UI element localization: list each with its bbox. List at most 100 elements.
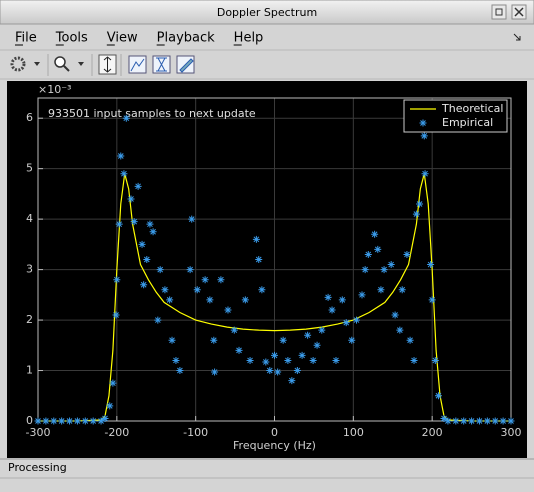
empirical-point xyxy=(293,367,301,375)
annotation: 933501 input samples to next update xyxy=(48,107,256,120)
empirical-point xyxy=(115,220,123,228)
empirical-point xyxy=(421,170,429,178)
empirical-point xyxy=(284,356,292,364)
empirical-point xyxy=(406,336,414,344)
legend-swatch xyxy=(419,119,427,127)
y-tick-label: 6 xyxy=(26,111,33,124)
empirical-point xyxy=(217,276,225,284)
x-tick-label: -300 xyxy=(26,426,51,439)
empirical-point xyxy=(143,256,151,263)
menu-item[interactable]: View xyxy=(107,31,138,46)
peak-finder-icon xyxy=(130,58,145,72)
maximize-icon xyxy=(495,8,503,16)
status-text: Processing xyxy=(8,461,67,474)
empirical-point xyxy=(274,368,282,376)
empirical-point xyxy=(112,311,120,319)
empirical-point xyxy=(58,417,66,425)
empirical-point xyxy=(130,218,138,226)
autoscale-icon xyxy=(103,56,112,73)
empirical-point xyxy=(146,220,154,228)
empirical-point xyxy=(288,377,296,385)
empirical-point xyxy=(235,346,243,354)
empirical-point xyxy=(117,152,125,160)
measure-icon xyxy=(179,58,194,73)
toolbar xyxy=(10,54,195,76)
empirical-point xyxy=(271,351,278,359)
empirical-point xyxy=(42,417,50,425)
empirical-point xyxy=(168,336,176,344)
empirical-point xyxy=(358,291,366,299)
dock-icon[interactable] xyxy=(513,33,521,41)
empirical-point xyxy=(149,228,157,236)
empirical-point xyxy=(34,417,42,425)
empirical-point xyxy=(387,261,395,269)
empirical-point xyxy=(279,336,287,344)
empirical-point xyxy=(206,296,214,304)
dropdown-arrow[interactable] xyxy=(78,62,84,66)
y-tick-label: 0 xyxy=(26,414,33,427)
dropdown-arrow[interactable] xyxy=(34,62,40,66)
empirical-point xyxy=(499,417,507,425)
menu-item[interactable]: Help xyxy=(234,31,264,46)
theoretical-line xyxy=(38,173,511,422)
empirical-point xyxy=(434,392,442,400)
empirical-point xyxy=(420,132,428,140)
empirical-point xyxy=(374,245,382,253)
empirical-point xyxy=(266,367,274,375)
menu-item[interactable]: File xyxy=(15,31,37,46)
empirical-point xyxy=(241,296,249,304)
empirical-point xyxy=(324,293,332,301)
empirical-point xyxy=(101,414,109,422)
empirical-point xyxy=(230,326,238,334)
menu-item[interactable]: Tools xyxy=(55,31,88,46)
empirical-point xyxy=(176,367,184,375)
empirical-point xyxy=(444,417,452,425)
empirical-point xyxy=(140,281,148,289)
x-tick-label: -200 xyxy=(104,426,129,439)
empirical-point xyxy=(309,356,317,364)
empirical-point xyxy=(410,356,418,364)
zoom-button[interactable] xyxy=(54,56,66,68)
y-tick-label: 5 xyxy=(26,162,33,175)
empirical-point xyxy=(161,286,169,294)
empirical-point xyxy=(491,417,499,425)
empirical-point xyxy=(201,276,209,284)
empirical-point xyxy=(416,200,424,208)
empirical-point xyxy=(81,417,89,425)
empirical-point xyxy=(391,311,399,319)
empirical-point xyxy=(412,210,420,218)
empirical-point xyxy=(427,261,435,269)
empirical-point xyxy=(262,358,270,366)
empirical-point xyxy=(371,230,379,238)
empirical-point xyxy=(188,215,196,223)
empirical-point xyxy=(138,240,146,248)
empirical-point xyxy=(113,276,121,284)
empirical-point xyxy=(210,336,218,344)
empirical-point xyxy=(364,250,372,258)
x-tick-label: 300 xyxy=(501,426,522,439)
empirical-point xyxy=(89,417,97,425)
empirical-point xyxy=(475,417,483,425)
plot: 0 1 2 3 4 5 6 -300 -200 -100 0 100 200 300 Frequency (… xyxy=(26,83,522,452)
empirical-point xyxy=(211,368,219,376)
maximize-button[interactable] xyxy=(491,4,507,20)
menu-item[interactable]: Playback xyxy=(157,31,215,46)
empirical-point xyxy=(246,356,254,364)
empirical-point xyxy=(483,417,491,425)
axes-box xyxy=(37,97,512,422)
empirical-point xyxy=(468,417,476,425)
empirical-point xyxy=(460,417,468,425)
legend-box xyxy=(403,99,508,133)
empirical-point xyxy=(255,256,263,263)
empirical-point xyxy=(166,296,174,304)
empirical-point xyxy=(342,319,350,327)
empirical-point xyxy=(507,417,515,425)
y-tick-label: 2 xyxy=(26,313,33,326)
empirical-point xyxy=(304,331,312,339)
empirical-point xyxy=(97,417,105,425)
settings-button[interactable] xyxy=(10,56,26,72)
empirical-point xyxy=(50,417,58,425)
empirical-point xyxy=(431,356,439,364)
empirical-point xyxy=(154,316,162,324)
empirical-point xyxy=(348,336,356,344)
